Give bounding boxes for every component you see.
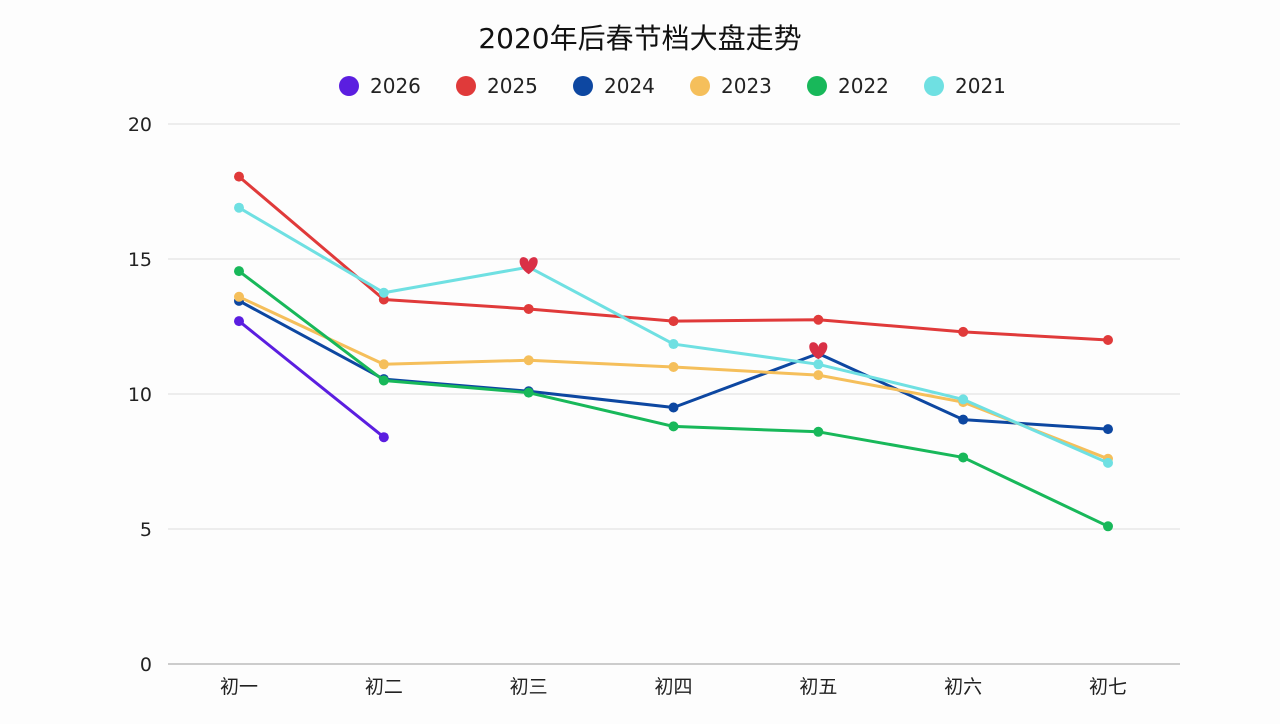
data-point[interactable] (668, 339, 679, 350)
legend-item[interactable]: 2021 (924, 74, 1006, 98)
gridlines (168, 123, 1180, 665)
data-point[interactable] (378, 432, 389, 443)
data-point[interactable] (668, 362, 679, 372)
data-point[interactable] (378, 359, 389, 370)
data-point[interactable] (958, 414, 969, 425)
x-axis: 初一 初二 初三 初四 初五 初六 初七 (220, 676, 1127, 698)
data-point[interactable] (234, 266, 244, 277)
data-point[interactable] (668, 402, 679, 413)
legend-label: 2024 (604, 74, 655, 98)
x-tick-label: 初七 (1089, 676, 1127, 698)
data-point[interactable] (378, 287, 389, 298)
y-axis: 0 5 10 15 20 (128, 114, 152, 676)
data-point[interactable] (1103, 424, 1113, 435)
legend: 2026 2025 2024 2023 2022 2021 (339, 74, 1006, 98)
data-point[interactable] (523, 303, 534, 314)
y-tick-label: 5 (140, 519, 152, 541)
legend-swatch (339, 76, 359, 96)
data-point[interactable] (958, 326, 969, 337)
chart-title: 2020年后春节档大盘走势 (478, 22, 801, 55)
series-line (237, 319, 386, 439)
data-point[interactable] (668, 316, 679, 327)
legend-swatch (924, 76, 944, 96)
data-point[interactable] (378, 375, 389, 386)
legend-swatch (573, 76, 593, 96)
legend-item[interactable]: 2023 (690, 74, 772, 98)
series-group (234, 171, 1113, 532)
data-point[interactable] (813, 426, 824, 437)
x-tick-label: 初一 (220, 676, 258, 698)
data-point[interactable] (234, 171, 244, 182)
legend-item[interactable]: 2026 (339, 74, 421, 98)
data-point[interactable] (523, 355, 534, 366)
x-tick-label: 初四 (654, 676, 692, 698)
legend-label: 2021 (955, 74, 1006, 98)
heart-icon (519, 257, 538, 275)
data-point[interactable] (813, 370, 824, 381)
legend-item[interactable]: 2022 (807, 74, 889, 98)
data-point[interactable] (234, 291, 244, 302)
series-2021 (234, 202, 1113, 468)
data-point[interactable] (523, 387, 534, 398)
data-point[interactable] (1103, 335, 1113, 345)
y-tick-label: 0 (140, 654, 152, 676)
legend-swatch (807, 76, 827, 96)
annotations (519, 257, 828, 360)
legend-label: 2025 (487, 74, 538, 98)
legend-item[interactable]: 2025 (456, 74, 538, 98)
x-tick-label: 初三 (510, 676, 548, 698)
data-point[interactable] (813, 359, 824, 370)
legend-label: 2023 (721, 74, 772, 98)
y-tick-label: 10 (128, 384, 152, 406)
legend-swatch (456, 76, 476, 96)
data-point[interactable] (1103, 521, 1113, 532)
series-2026 (234, 316, 389, 443)
x-tick-label: 初二 (365, 676, 403, 698)
legend-item[interactable]: 2024 (573, 74, 655, 98)
legend-label: 2022 (838, 74, 889, 98)
data-point[interactable] (958, 394, 969, 405)
data-point[interactable] (234, 316, 244, 327)
y-tick-label: 20 (128, 114, 152, 136)
series-2022 (234, 266, 1113, 532)
legend-swatch (690, 76, 710, 96)
data-point[interactable] (234, 202, 244, 213)
legend-label: 2026 (370, 74, 421, 98)
data-point[interactable] (813, 314, 824, 325)
data-point[interactable] (668, 421, 679, 432)
y-tick-label: 15 (128, 249, 152, 271)
x-tick-label: 初六 (944, 676, 982, 698)
heart-icon (809, 342, 828, 360)
x-tick-label: 初五 (799, 676, 837, 698)
data-point[interactable] (958, 452, 969, 463)
data-point[interactable] (1103, 457, 1113, 468)
